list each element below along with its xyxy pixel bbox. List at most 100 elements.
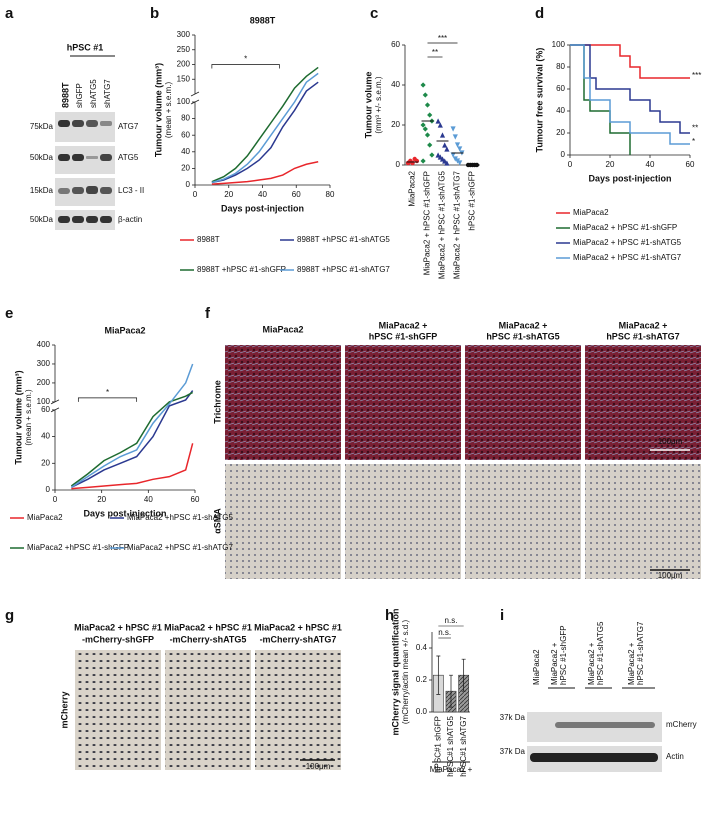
panel-letter: d <box>535 5 544 22</box>
kda-marker: 50kDa <box>30 153 54 162</box>
y-tick-label: 250 <box>177 45 191 54</box>
column-header: hPSC #1-shGFP <box>369 331 438 341</box>
legend-entry: MiaPaca2 <box>573 208 609 217</box>
y-tick-label: 20 <box>556 128 565 137</box>
x-tick-label: 20 <box>606 160 615 169</box>
kda-marker: 15kDa <box>30 186 54 195</box>
lane-label: MiaPaca2 <box>532 649 541 685</box>
band-label: Actin <box>666 752 684 761</box>
histology-images <box>75 345 701 770</box>
y-tick-label: 0.2 <box>416 675 428 684</box>
data-point <box>420 158 426 164</box>
x-tick-label: 60 <box>686 160 695 169</box>
scale-bar: 100μm <box>658 437 683 446</box>
series-line <box>70 363 194 488</box>
legend-entry: 8988T <box>197 235 220 244</box>
significance-bracket <box>77 397 138 402</box>
y-tick-label: 80 <box>181 114 190 123</box>
y-tick-label: 0 <box>186 180 191 189</box>
x-tick-label: 80 <box>326 190 335 199</box>
panel-letter: h <box>385 607 394 624</box>
series-line <box>211 66 319 183</box>
row-label: mCherry <box>59 691 69 728</box>
data-point <box>450 152 456 158</box>
annotation: *** <box>692 71 701 80</box>
y-axis-sublabel: (mean + s.e.m.) <box>24 389 33 446</box>
y-tick-label: 20 <box>391 120 400 129</box>
column-header: MiaPaca2 <box>262 324 303 334</box>
annotation: *** <box>438 34 447 43</box>
data-point <box>427 142 433 148</box>
legend-entry: 8988T +hPSC #1-shGFP <box>197 265 286 274</box>
series-line <box>211 161 319 185</box>
data-point <box>442 142 448 148</box>
data-point <box>437 122 443 128</box>
x-tick-label: 0 <box>53 495 58 504</box>
y-axis-label: Tumour volume (mm³) <box>13 370 23 464</box>
y-tick-label: 40 <box>41 432 50 441</box>
legend-entry: MiaPaca2 <box>27 513 63 522</box>
y-axis-label: Tumour volume <box>363 72 373 139</box>
data-point <box>444 146 450 152</box>
legend-entry: MiaPaca2 +hPSC #1-shATG5 <box>127 513 233 522</box>
y-tick-label: 60 <box>556 84 565 93</box>
y-tick-label: 100 <box>37 397 51 406</box>
panel-letter: c <box>370 5 378 22</box>
y-axis-sublabel: (mm³ +/- s.e.m.) <box>374 76 383 133</box>
significance-bracket <box>211 64 280 69</box>
legend-entry: 8988T +hPSC #1-shATG7 <box>297 265 390 274</box>
y-tick-label: 300 <box>177 30 191 39</box>
annotation: n.s. <box>445 616 458 625</box>
panel-letter: g <box>5 607 14 624</box>
y-tick-label: 100 <box>177 97 191 106</box>
chart-title: MiaPaca2 <box>104 325 145 335</box>
y-tick-label: 60 <box>391 40 400 49</box>
band-label: ATG7 <box>118 122 139 131</box>
data-point <box>424 132 431 138</box>
chart-title: 8988T <box>250 15 276 25</box>
band-label: LC3 - II <box>118 186 144 195</box>
x-tick-label: 40 <box>144 495 153 504</box>
column-header: -mCherry-shATG5 <box>170 634 247 644</box>
y-tick-label: 150 <box>177 74 191 83</box>
y-tick-label: 0.4 <box>416 643 428 652</box>
y-tick-label: 20 <box>41 458 50 467</box>
blot-title: hPSC #1 <box>67 42 104 52</box>
x-tick-label: MiaPaca2 + hPSC #1-shATG5 <box>438 170 447 279</box>
legend-entry: MiaPaca2 +hPSC #1-shGFP <box>27 543 129 552</box>
y-tick-label: 100 <box>552 40 566 49</box>
blots <box>55 112 662 772</box>
data-point <box>439 132 446 138</box>
data-point <box>457 146 463 152</box>
y-tick-label: 80 <box>556 62 565 71</box>
series-line <box>70 391 194 487</box>
x-tick-label: MiaPaca2 + hPSC #1-shATG7 <box>453 170 462 279</box>
x-tick-label: 40 <box>258 190 267 199</box>
x-tick-label: 60 <box>292 190 301 199</box>
survival-curve <box>570 44 690 79</box>
kda-marker: 37k Da <box>500 713 526 722</box>
series-line <box>211 72 319 184</box>
column-header: -mCherry-shATG7 <box>260 634 337 644</box>
legend-entry: MiaPaca2 + hPSC #1-shATG5 <box>573 238 682 247</box>
column-header: MiaPaca2 + <box>619 320 668 330</box>
lane-label: hPSC #1-shGFP <box>559 625 568 685</box>
y-tick-label: 40 <box>181 147 190 156</box>
column-header: -mCherry-shGFP <box>82 634 154 644</box>
column-header: MiaPaca2 + hPSC #1 <box>164 622 252 632</box>
annotation: ** <box>432 48 438 57</box>
annotation: n.s. <box>438 628 451 637</box>
column-header: MiaPaca2 + <box>379 320 428 330</box>
series-line <box>71 443 194 490</box>
y-tick-label: 60 <box>181 130 190 139</box>
y-tick-label: 0.0 <box>416 707 428 716</box>
scale-bar: 100μm <box>306 762 331 771</box>
x-tick-label: 60 <box>191 495 200 504</box>
panel-letter: e <box>5 305 13 322</box>
y-tick-label: 0 <box>396 160 401 169</box>
column-header: MiaPaca2 + hPSC #1 <box>74 622 162 632</box>
data-point <box>450 126 456 132</box>
data-point <box>410 160 415 166</box>
legend-entry: MiaPaca2 + hPSC #1-shATG7 <box>573 253 682 262</box>
lane-label: hPSC #1-shATG5 <box>596 621 605 685</box>
